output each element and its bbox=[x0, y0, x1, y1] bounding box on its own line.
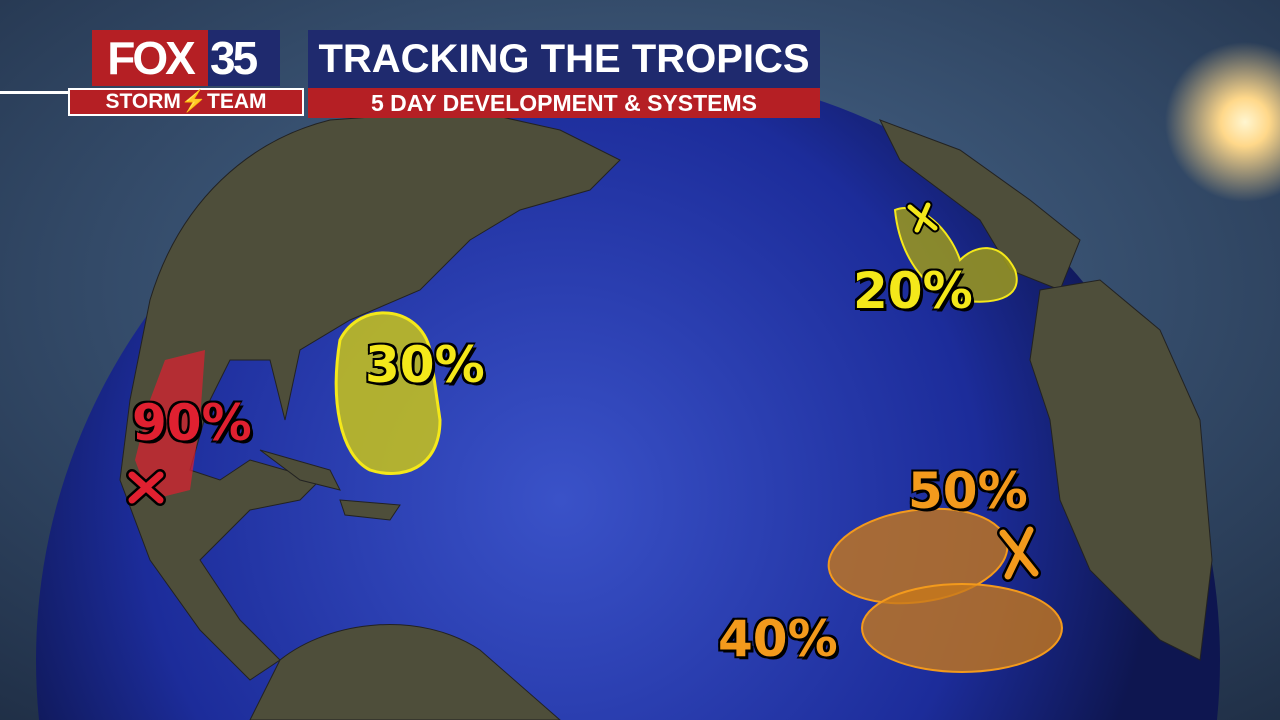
outlook-area-90 bbox=[135, 350, 205, 500]
north-america bbox=[119, 109, 621, 681]
hispaniola bbox=[339, 499, 401, 521]
africa bbox=[1029, 279, 1213, 661]
chance-label-40: 40% bbox=[718, 610, 838, 668]
south-america bbox=[249, 624, 561, 720]
land-masses bbox=[119, 109, 1213, 720]
sun-icon bbox=[1165, 42, 1280, 202]
x-marker-icon bbox=[907, 202, 938, 233]
x-marker-icon bbox=[128, 471, 164, 504]
page-subtitle: 5 DAY DEVELOPMENT & SYSTEMS bbox=[308, 88, 820, 118]
chance-label-50: 50% bbox=[908, 462, 1028, 520]
outlook-area-40 bbox=[861, 583, 1063, 673]
chance-label-90: 90% bbox=[132, 394, 252, 452]
page-title: TRACKING THE TROPICS bbox=[308, 30, 820, 88]
outlook-areas bbox=[135, 207, 1063, 673]
x-marker-icon bbox=[999, 526, 1039, 580]
system-markers bbox=[126, 200, 1041, 582]
chance-label-30: 30% bbox=[365, 336, 485, 394]
storm-team-badge: STORM⚡TEAM bbox=[68, 88, 304, 116]
station-logo: FOX 35 bbox=[92, 30, 280, 86]
cuba bbox=[259, 449, 341, 491]
logo-brand: FOX bbox=[92, 30, 208, 86]
divider bbox=[0, 91, 70, 94]
outlook-area-30 bbox=[334, 311, 442, 475]
chance-label-20: 20% bbox=[853, 262, 973, 320]
logo-channel: 35 bbox=[210, 32, 258, 84]
outlook-area-20 bbox=[893, 207, 1018, 303]
